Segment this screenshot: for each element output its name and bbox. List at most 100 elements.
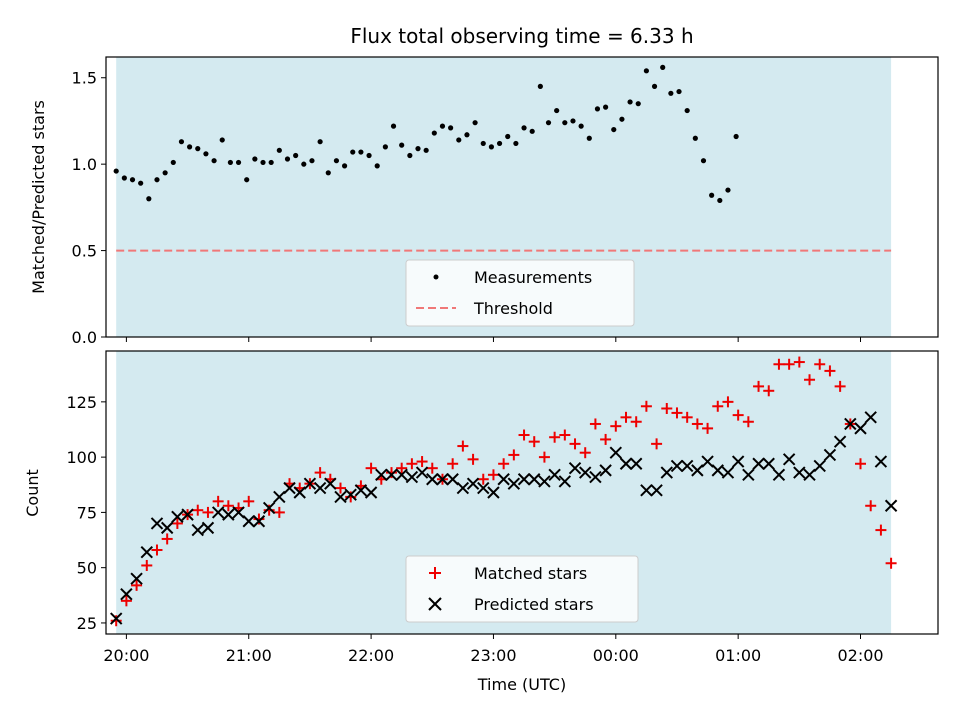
measurement-point xyxy=(268,159,274,166)
matched-star-point xyxy=(661,402,673,414)
matched-star-point xyxy=(467,453,479,465)
measurement-point xyxy=(725,187,731,193)
count-ytick-label: 25 xyxy=(77,614,97,633)
measurement-point xyxy=(382,144,388,150)
predicted-star-point xyxy=(385,468,398,482)
predicted-star-point xyxy=(436,473,449,486)
matched-star-point xyxy=(651,438,663,450)
count-xtick-label: 20:00 xyxy=(103,646,149,665)
predicted-star-point xyxy=(120,587,133,601)
predicted-star-point xyxy=(558,475,572,488)
measurement-point xyxy=(496,140,503,147)
count-xtick-label: 21:00 xyxy=(226,646,272,665)
count-panel: 25 50 75 100 125 20:00 21:00 22:00 23:00 00:00 01… xyxy=(23,350,939,694)
measurement-point xyxy=(733,133,739,140)
predicted-star-point xyxy=(589,470,602,484)
predicted-star-point xyxy=(691,464,704,477)
predicted-star-point xyxy=(242,515,255,528)
predicted-star-point xyxy=(252,515,266,528)
count-xtick-label: 01:00 xyxy=(715,646,761,665)
predicted-star-point xyxy=(650,484,663,497)
measurement-point xyxy=(603,104,609,110)
matched-star-point xyxy=(202,506,214,518)
predicted-star-point xyxy=(181,508,194,521)
predicted-star-point xyxy=(609,446,623,459)
matched-star-point xyxy=(742,416,754,428)
measurement-point xyxy=(390,123,397,129)
count-xtick-label: 23:00 xyxy=(470,646,516,665)
matched-star-point xyxy=(212,495,224,507)
predicted-star-point xyxy=(456,481,470,495)
matched-star-point xyxy=(447,458,459,470)
measurement-point xyxy=(146,196,152,202)
measurement-point xyxy=(456,137,462,143)
measurement-point xyxy=(594,106,601,112)
predicted-star-point xyxy=(599,464,612,477)
measurement-point xyxy=(284,156,291,162)
count-ytick-label: 125 xyxy=(66,393,97,412)
matched-star-point xyxy=(171,517,183,529)
predicted-star-point xyxy=(426,473,439,486)
measurement-point xyxy=(350,149,356,155)
measurement-point xyxy=(260,159,266,166)
measurement-point xyxy=(570,118,576,124)
matched-star-point xyxy=(120,595,132,607)
predicted-star-point xyxy=(375,468,388,482)
predicted-star-point xyxy=(211,506,225,519)
predicted-star-point xyxy=(884,499,898,512)
matched-star-point xyxy=(528,436,540,448)
predicted-star-point xyxy=(273,490,286,504)
count-xtick-label: 00:00 xyxy=(593,646,639,665)
predicted-star-point xyxy=(497,473,510,486)
predicted-star-point xyxy=(293,486,306,499)
matched-star-point xyxy=(793,356,805,368)
predicted-star-point xyxy=(395,468,408,482)
predicted-star-point xyxy=(222,508,235,521)
measurement-point xyxy=(341,163,348,169)
predicted-star-point xyxy=(507,477,521,490)
measurement-point xyxy=(138,180,144,186)
matched-star-point xyxy=(365,462,377,474)
measurement-point xyxy=(676,88,682,95)
predicted-star-point xyxy=(364,486,378,499)
measurement-point xyxy=(244,177,250,183)
predicted-star-point xyxy=(262,501,276,515)
count-ytick-label: 75 xyxy=(77,503,97,522)
matched-star-point xyxy=(477,473,489,485)
matched-star-point xyxy=(131,579,143,591)
measurement-point xyxy=(529,128,535,134)
measurement-point xyxy=(692,135,698,141)
legend-measurements-marker xyxy=(433,274,439,280)
measurement-point xyxy=(178,139,185,145)
predicted-star-point xyxy=(415,466,429,479)
matched-star-point xyxy=(508,449,520,461)
ratio-panel: 0.0 0.5 1.0 1.5 Matched/Predicted stars Mea… xyxy=(29,56,939,347)
predicted-star-point xyxy=(354,484,368,497)
predicted-star-point xyxy=(864,411,877,424)
matched-star-point xyxy=(538,451,550,463)
predicted-star-point xyxy=(731,455,745,468)
legend-predicted-label: Predicted stars xyxy=(474,595,594,614)
measurement-point xyxy=(170,159,176,166)
matched-star-point xyxy=(385,467,397,479)
predicted-star-point xyxy=(833,435,847,448)
count-xtick-label: 02:00 xyxy=(837,646,883,665)
measurement-point xyxy=(627,99,633,105)
matched-star-point xyxy=(518,429,530,441)
matched-star-point xyxy=(630,416,642,428)
chart-title: Flux total observing time = 6.33 h xyxy=(350,24,693,48)
ratio-y-axis-label: Matched/Predicted stars xyxy=(29,100,48,294)
predicted-star-point xyxy=(813,459,826,473)
count-ytick-label: 100 xyxy=(66,448,97,467)
matched-star-point xyxy=(110,615,122,627)
measurement-point xyxy=(187,144,193,150)
predicted-star-point xyxy=(313,481,327,495)
predicted-star-point xyxy=(334,490,347,504)
matched-star-point xyxy=(406,458,418,470)
measurement-point xyxy=(464,132,470,138)
measurement-point xyxy=(586,135,592,141)
matched-star-point xyxy=(763,385,775,397)
predicted-star-point xyxy=(874,455,888,468)
matched-star-point xyxy=(722,396,734,408)
